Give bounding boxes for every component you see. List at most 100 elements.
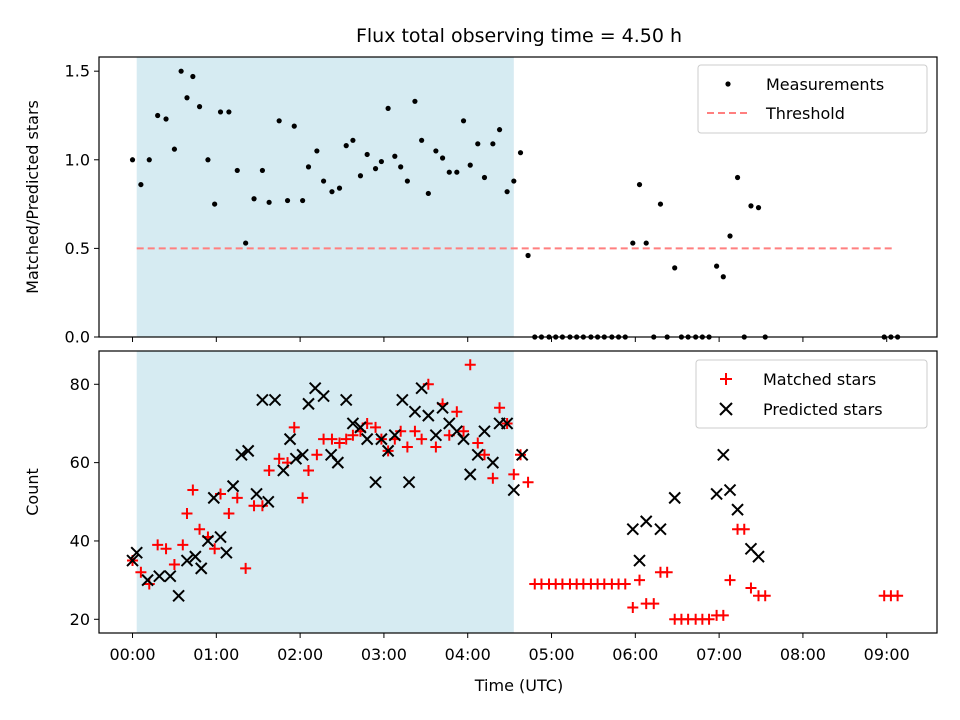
measurement-point: [266, 199, 272, 205]
measurement-point: [259, 167, 266, 174]
predicted-star-point: [402, 476, 416, 489]
measurement-point: [129, 157, 136, 163]
measurement-point: [392, 153, 398, 159]
measurement-point: [630, 240, 636, 246]
measurement-point: [636, 181, 643, 188]
measurement-point: [433, 148, 439, 154]
matched-star-point: [627, 602, 639, 614]
bottom-axes-frame: [98, 350, 938, 634]
predicted-star-point: [164, 570, 177, 583]
predicted-star-point: [429, 429, 443, 442]
predicted-star-point: [256, 393, 269, 407]
measurement-point: [146, 157, 152, 163]
predicted-star-point: [396, 393, 409, 407]
predicted-star-point: [668, 491, 681, 505]
matched-star-point: [661, 566, 673, 578]
predicted-star-point: [317, 389, 330, 403]
predicted-star-point: [207, 491, 221, 505]
y-tick-label: 1.0: [65, 150, 90, 169]
predicted-star-point: [189, 550, 202, 563]
predicted-star-point: [388, 429, 402, 442]
top-legend: Measurements Threshold: [697, 64, 928, 134]
matched-star-point: [168, 558, 180, 570]
matched-star-point: [619, 578, 631, 590]
predicted-star-point: [478, 425, 491, 438]
predicted-star-point: [302, 397, 315, 411]
x-tick-label: 07:00: [696, 645, 742, 664]
measurement-point: [412, 98, 418, 104]
measurement-point: [404, 178, 410, 184]
measurement-point: [243, 240, 249, 246]
legend-threshold-label: Threshold: [765, 104, 845, 123]
matched-star-point: [759, 590, 771, 602]
predicted-star-point: [346, 417, 360, 430]
measurement-point: [320, 178, 327, 184]
measurement-point: [305, 164, 312, 170]
measurement-point: [155, 112, 161, 119]
x-tick-label: 03:00: [361, 645, 407, 664]
matched-star-point: [522, 476, 534, 488]
predicted-star-point: [500, 417, 514, 430]
predicted-star-point: [289, 452, 303, 465]
measurement-point: [467, 162, 473, 168]
matched-star-point: [464, 359, 476, 371]
measurement-point: [350, 137, 356, 143]
bottom-x-ticks: 00:00 01:00 02:00 03:00 04:00 05:00 06:00 07:00…: [109, 633, 910, 664]
y-tick-label: 0.5: [65, 239, 90, 258]
legend-predicted-marker: [719, 402, 733, 416]
measurement-point: [276, 118, 282, 124]
predicted-star-point: [296, 448, 309, 461]
matched-star-point: [152, 539, 164, 551]
predicted-star-point: [717, 448, 730, 461]
predicted-star-point: [723, 483, 737, 497]
predicted-star-point: [262, 495, 275, 508]
matched-star-point: [515, 449, 527, 461]
measurement-point: [357, 173, 364, 179]
measurement-point: [454, 169, 460, 175]
top-shaded-span: [136, 57, 514, 337]
measurement-point: [398, 164, 404, 170]
measurement-point: [251, 196, 257, 202]
matched-star-point: [223, 508, 235, 520]
predicted-star-point: [126, 554, 139, 567]
matched-star-point: [240, 562, 252, 574]
matched-star-point: [401, 441, 413, 453]
measurement-point: [460, 118, 467, 124]
x-tick-label: 05:00: [528, 645, 574, 664]
predicted-star-point: [422, 409, 435, 422]
measurement-point: [511, 178, 517, 184]
predicted-star-point: [507, 483, 521, 497]
measurement-point: [329, 189, 335, 195]
measurement-point: [217, 109, 224, 115]
measurement-point: [138, 181, 144, 188]
predicted-star-point: [214, 530, 227, 544]
predicted-star-point: [130, 546, 143, 559]
measurement-point: [517, 150, 524, 156]
matched-star-point: [430, 441, 442, 453]
bottom-legend: Matched stars Predicted stars: [695, 359, 928, 429]
measurement-point: [284, 197, 291, 204]
measurement-point: [190, 73, 196, 80]
measurement-point: [212, 201, 218, 207]
predicted-star-point: [633, 554, 646, 567]
top-legend-box: [697, 64, 928, 134]
matched-star-point: [478, 449, 490, 461]
matched-star-point: [288, 421, 300, 433]
measurement-point: [178, 68, 184, 74]
matched-star-point: [231, 492, 243, 504]
measurement-point: [300, 197, 306, 204]
legend-measurement-marker: [725, 81, 731, 87]
predicted-star-point: [471, 448, 484, 461]
matched-star-point: [703, 613, 715, 625]
predicted-star-point: [172, 589, 185, 602]
measurement-point: [419, 137, 425, 143]
measurement-point: [184, 95, 190, 101]
predicted-star-point: [340, 393, 353, 407]
predicted-star-point: [457, 432, 470, 446]
measurement-point: [364, 151, 370, 158]
predicted-star-point: [415, 382, 428, 395]
matched-star-point: [738, 523, 750, 535]
predicted-star-point: [201, 534, 215, 548]
legend-measurements-label: Measurements: [766, 75, 884, 94]
